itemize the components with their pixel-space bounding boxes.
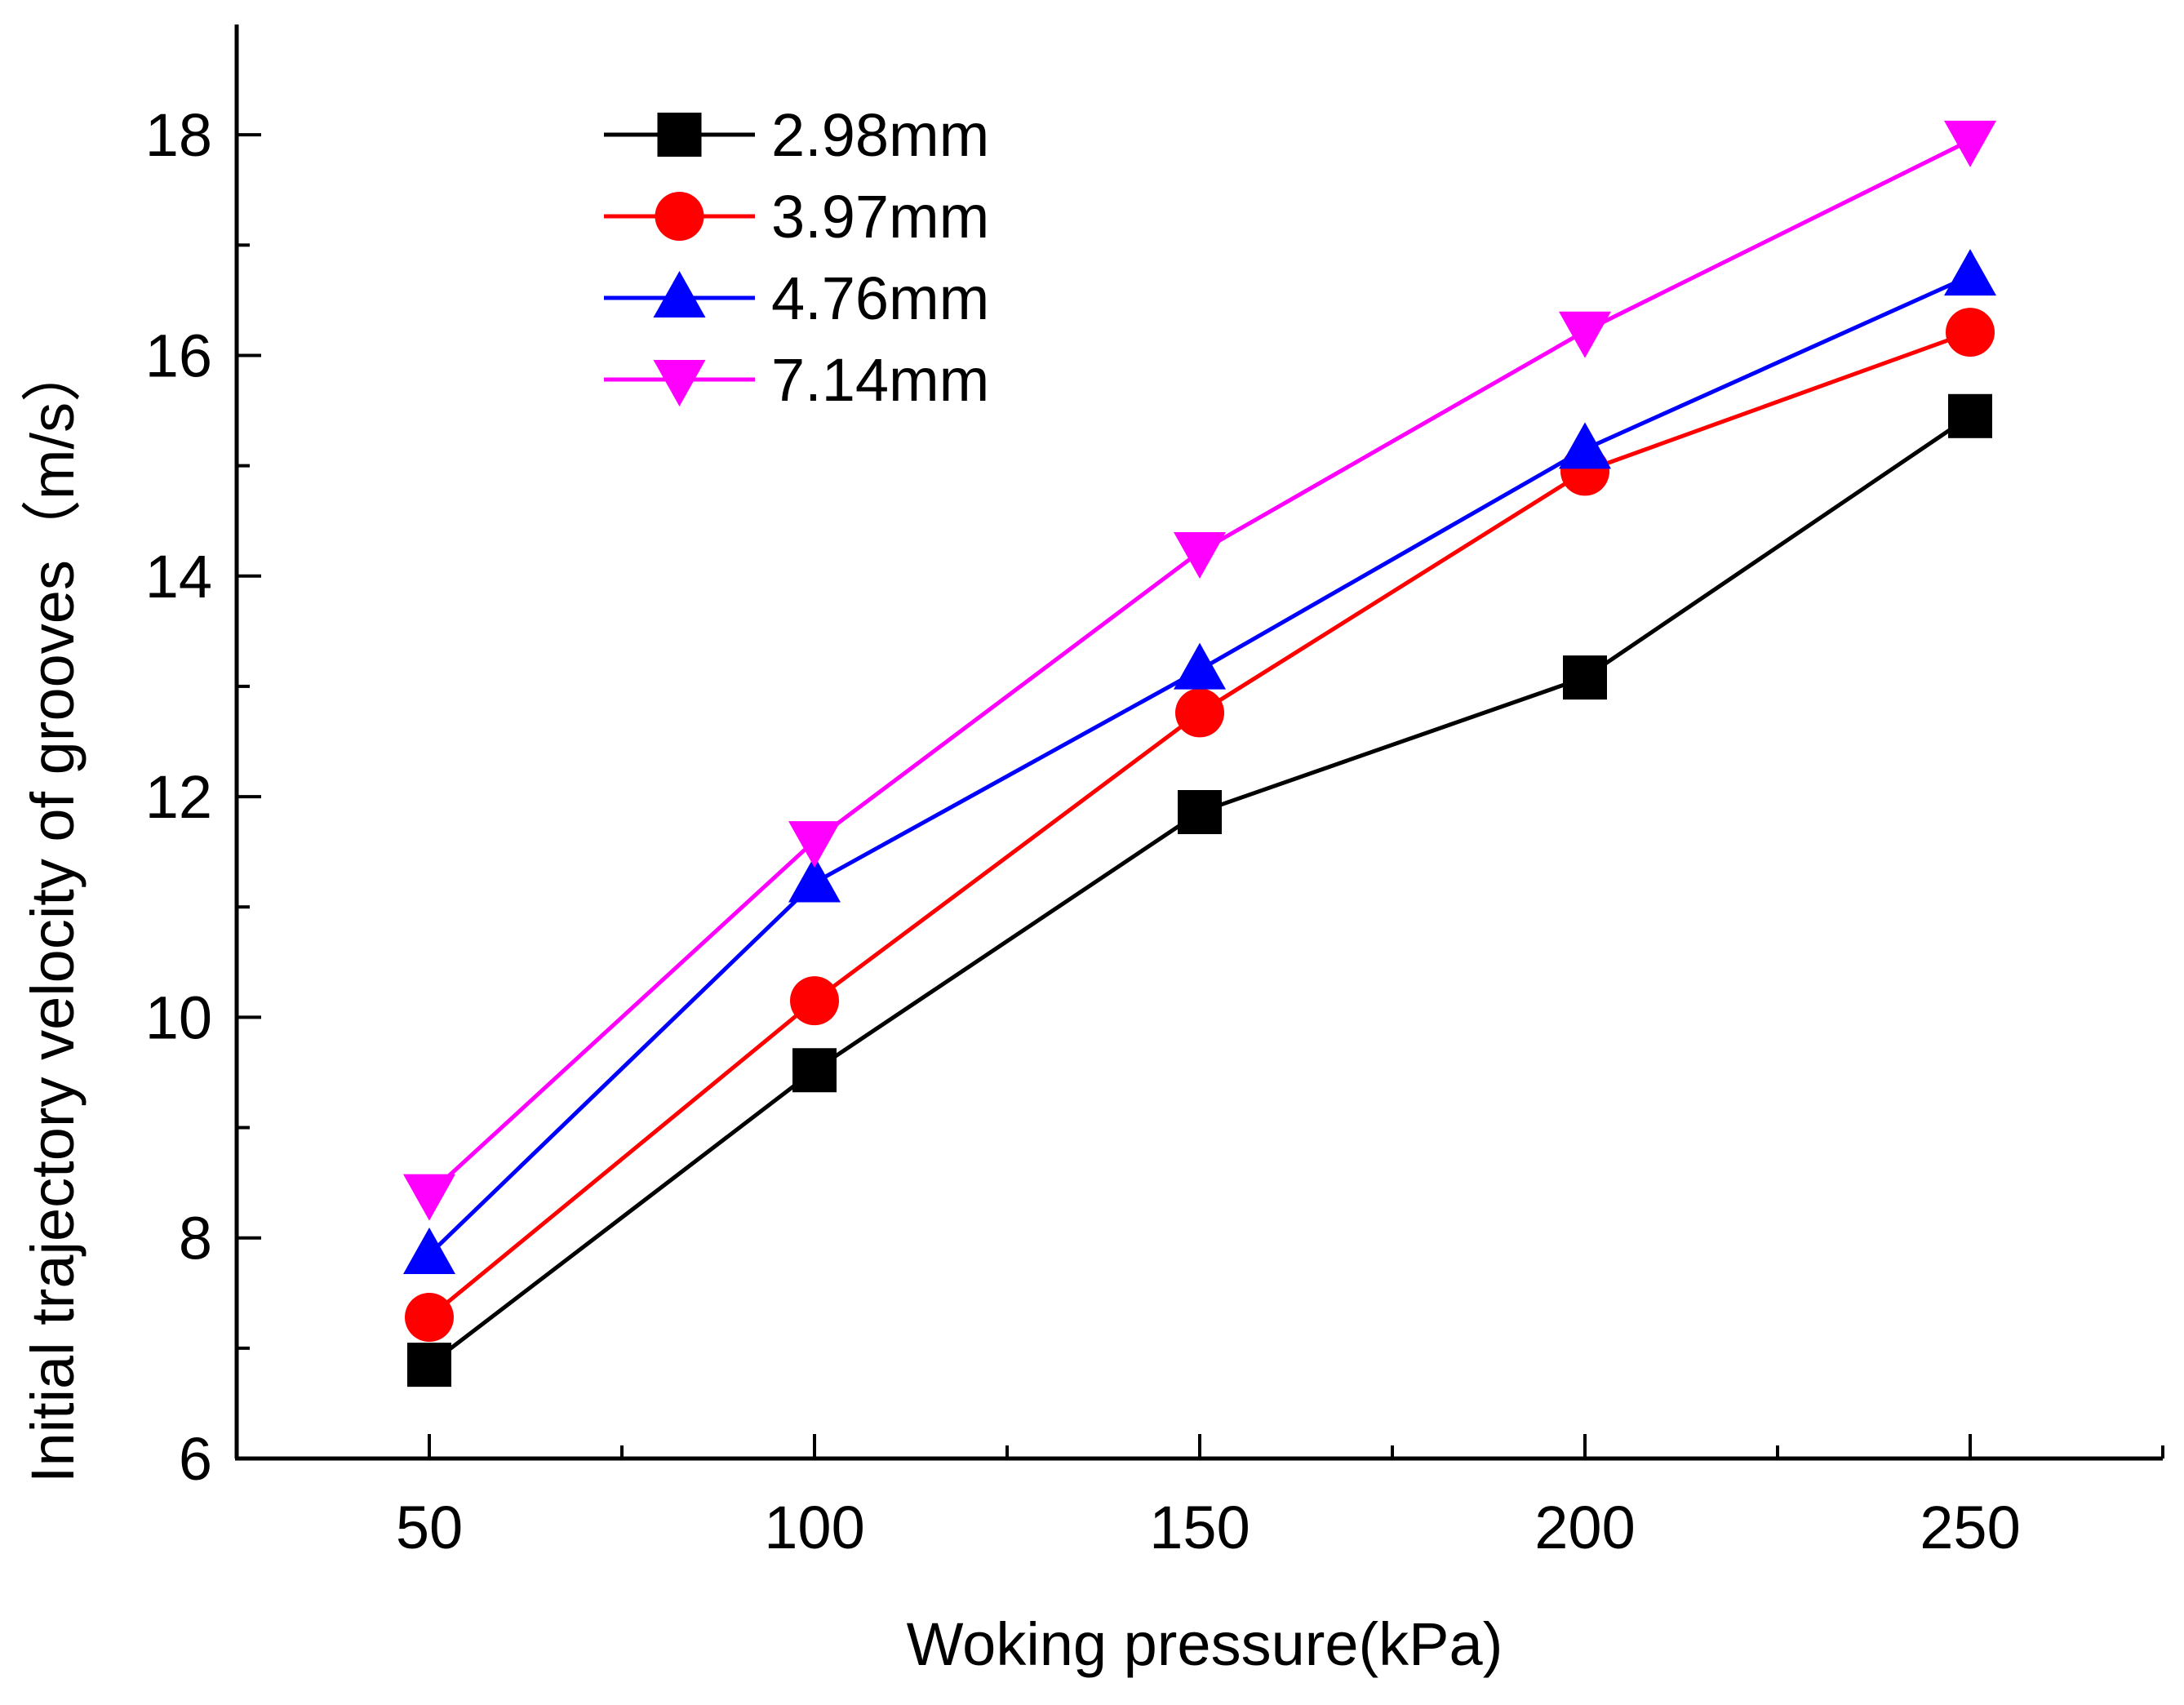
legend-label: 7.14mm bbox=[771, 346, 989, 414]
x-tick-label: 150 bbox=[1149, 1494, 1250, 1561]
x-tick-label: 100 bbox=[764, 1494, 864, 1561]
y-tick-label: 10 bbox=[145, 983, 212, 1051]
series-7.14mm bbox=[403, 120, 1996, 1221]
data-point-circle bbox=[405, 1293, 454, 1343]
y-tick-label: 14 bbox=[145, 543, 212, 611]
y-tick-label: 12 bbox=[145, 763, 212, 831]
legend-marker-triangle-up bbox=[653, 271, 706, 317]
y-axis-title: Initial trajectory velocity of grooves（m… bbox=[19, 342, 87, 1483]
legend-label: 2.98mm bbox=[771, 101, 989, 169]
data-point-triangle-down bbox=[403, 1174, 455, 1221]
data-point-triangle-down bbox=[1559, 311, 1611, 358]
series-2.98mm bbox=[407, 393, 1992, 1388]
data-point-triangle-down bbox=[1174, 532, 1226, 579]
legend-marker-circle bbox=[655, 192, 704, 241]
y-tick-label: 18 bbox=[145, 101, 212, 169]
x-tick-label: 200 bbox=[1534, 1494, 1635, 1561]
data-point-square bbox=[1563, 655, 1607, 700]
data-point-square bbox=[792, 1048, 837, 1093]
data-point-triangle-up bbox=[788, 855, 841, 903]
y-tick-label: 8 bbox=[179, 1205, 212, 1272]
series-4.76mm bbox=[403, 249, 1996, 1274]
legend: 2.98mm 3.97mm 4.76mm 7.14mm bbox=[604, 101, 989, 414]
data-point-triangle-down bbox=[788, 821, 841, 868]
legend-marker-triangle-down bbox=[653, 360, 706, 406]
data-point-square bbox=[407, 1343, 451, 1388]
data-point-triangle-up bbox=[1944, 249, 1996, 296]
y-tick-label: 16 bbox=[145, 322, 212, 389]
data-point-circle bbox=[1946, 308, 1995, 357]
data-point-circle bbox=[1175, 688, 1224, 738]
data-point-square bbox=[1948, 393, 1992, 438]
legend-marker-square bbox=[657, 113, 702, 157]
data-point-triangle-up bbox=[1174, 642, 1226, 690]
data-point-circle bbox=[790, 976, 839, 1026]
series-line bbox=[428, 273, 1972, 1256]
y-tick-label: 6 bbox=[179, 1425, 212, 1493]
data-point-square bbox=[1178, 789, 1222, 834]
x-axis-title: Woking pressure(kPa) bbox=[907, 1610, 1503, 1678]
legend-label: 4.76mm bbox=[771, 264, 989, 332]
data-point-triangle-down bbox=[1944, 120, 1996, 167]
legend-label: 3.97mm bbox=[771, 183, 989, 251]
series-layer bbox=[403, 120, 1996, 1388]
x-tick-label: 50 bbox=[396, 1494, 463, 1561]
x-tick-label: 250 bbox=[1920, 1494, 2020, 1561]
data-point-triangle-up bbox=[403, 1227, 455, 1274]
data-point-triangle-up bbox=[1559, 422, 1611, 469]
axes: 50 100 150 200 250 6 8 10 12 14 16 18 bbox=[145, 24, 2164, 1561]
